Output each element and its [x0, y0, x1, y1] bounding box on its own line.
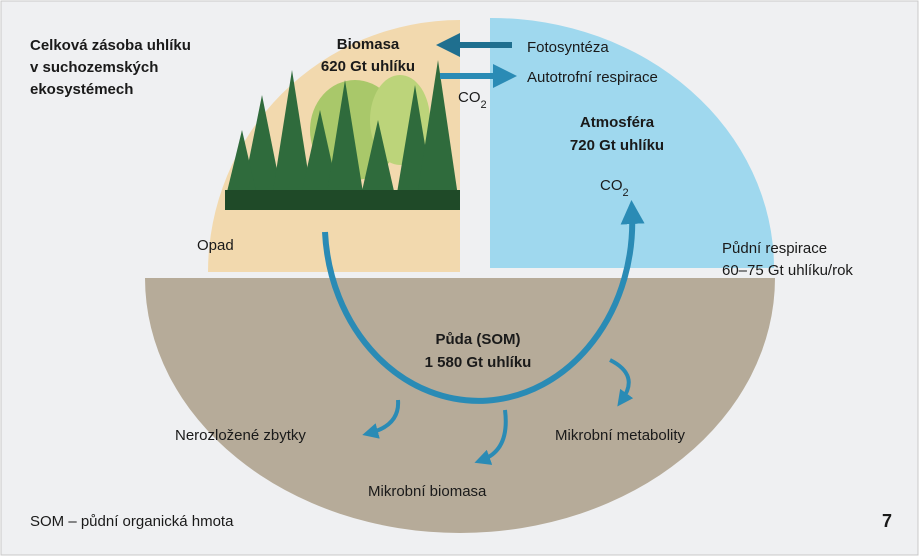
soil-amount: 1 580 Gt uhlíku: [425, 354, 532, 371]
biomass-name: Biomasa: [337, 36, 400, 53]
co2-base: CO: [458, 89, 481, 106]
undecomposed-label: Nerozložené zbytky: [175, 427, 306, 444]
title-line: v suchozemských: [30, 59, 158, 76]
microbial-metabolites-label: Mikrobní metabolity: [555, 427, 686, 444]
page-number: 7: [882, 511, 892, 531]
page: Celková zásoba uhlíku v suchozemských ek…: [0, 0, 919, 556]
co2-sub: 2: [623, 187, 629, 199]
soil-respiration-name: Půdní respirace: [722, 240, 827, 257]
title-line: Celková zásoba uhlíku: [30, 37, 191, 54]
diagram: Celková zásoba uhlíku v suchozemských ek…: [0, 0, 919, 556]
atmosphere-name: Atmosféra: [580, 114, 655, 131]
photosynthesis-label: Fotosyntéza: [527, 39, 609, 56]
atmosphere-amount: 720 Gt uhlíku: [570, 137, 664, 154]
title-line: ekosystémech: [30, 81, 133, 98]
co2-base: CO: [600, 177, 623, 194]
respiration-label: Autotrofní respirace: [527, 69, 658, 86]
biomass-amount: 620 Gt uhlíku: [321, 58, 415, 75]
soil-name: Půda (SOM): [436, 331, 521, 348]
footnote: SOM – půdní organická hmota: [30, 513, 234, 530]
microbial-biomass-label: Mikrobní biomasa: [368, 483, 487, 500]
soil-respiration-amount: 60–75 Gt uhlíku/rok: [722, 262, 853, 279]
co2-sub: 2: [481, 99, 487, 111]
litter-label: Opad: [197, 237, 234, 254]
